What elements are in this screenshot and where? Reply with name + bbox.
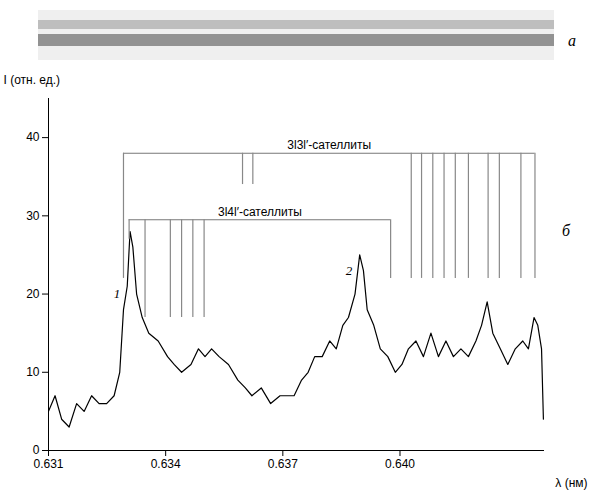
svg-text:2: 2 xyxy=(346,263,353,278)
svg-text:0: 0 xyxy=(33,443,40,457)
svg-text:3l3l′-сателлиты: 3l3l′-сателлиты xyxy=(287,138,371,152)
svg-text:20: 20 xyxy=(26,287,40,301)
svg-text:3l4l′-сателлиты: 3l4l′-сателлиты xyxy=(218,205,302,219)
svg-text:0.637: 0.637 xyxy=(268,457,298,471)
svg-text:0.640: 0.640 xyxy=(385,457,415,471)
svg-text:10: 10 xyxy=(26,365,40,379)
svg-text:0.634: 0.634 xyxy=(151,457,181,471)
svg-text:0.631: 0.631 xyxy=(33,457,63,471)
svg-text:I (отн. ед.): I (отн. ед.) xyxy=(4,73,61,87)
html-text:б: б xyxy=(562,222,570,239)
svg-text:1: 1 xyxy=(114,286,121,301)
svg-text:λ (нм): λ (нм) xyxy=(555,476,587,490)
svg-text:40: 40 xyxy=(26,130,40,144)
svg-text:30: 30 xyxy=(26,209,40,223)
html-text:а: а xyxy=(568,32,576,49)
